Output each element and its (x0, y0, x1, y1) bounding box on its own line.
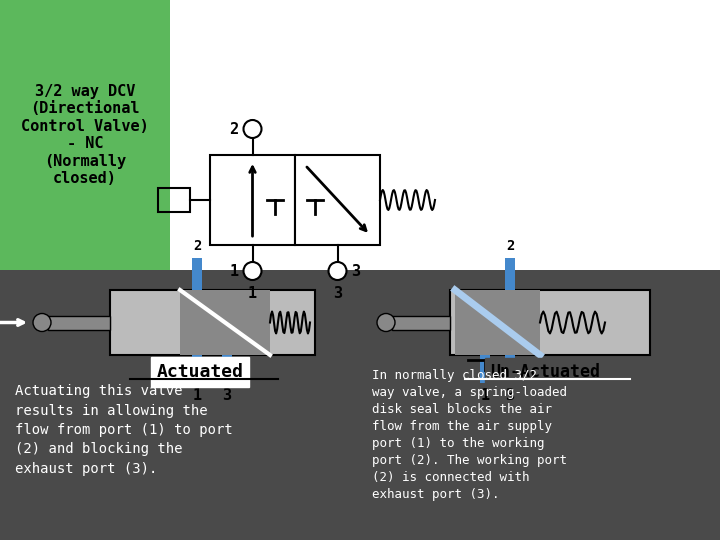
Bar (210, 155, 295, 245)
Bar (455, 290, 540, 355)
Bar (450, 290, 650, 355)
Text: 3: 3 (351, 264, 361, 279)
Bar (0, 270, 720, 540)
Bar (480, 355, 490, 383)
Bar (0, 0, 170, 270)
Bar (192, 355, 202, 383)
Text: 3: 3 (505, 388, 515, 402)
Text: 2: 2 (506, 239, 514, 253)
Text: 2: 2 (230, 122, 238, 137)
Text: Actuated: Actuated (156, 363, 243, 381)
Text: 3: 3 (333, 286, 342, 300)
Text: 1: 1 (230, 264, 238, 279)
Bar (192, 258, 202, 290)
Circle shape (243, 262, 261, 280)
Bar (0, 0, 720, 270)
Bar (158, 188, 190, 212)
Text: 1: 1 (248, 286, 257, 300)
Bar (48, 315, 110, 329)
Bar (110, 290, 315, 355)
Text: 3: 3 (222, 388, 232, 402)
Circle shape (377, 314, 395, 332)
Text: 1: 1 (192, 388, 202, 402)
Text: Un-Actuated: Un-Actuated (490, 363, 600, 381)
Bar (392, 315, 450, 329)
Text: In normally closed 3/2
way valve, a spring-loaded
disk seal blocks the air
flow : In normally closed 3/2 way valve, a spri… (372, 369, 567, 501)
Bar (505, 258, 515, 290)
Bar (505, 355, 515, 383)
Text: 1: 1 (480, 388, 490, 402)
Circle shape (328, 262, 346, 280)
Circle shape (33, 314, 51, 332)
Text: 3/2 way DCV
(Directional
Control Valve)
- NC
(Normally
closed): 3/2 way DCV (Directional Control Valve) … (21, 84, 149, 186)
Bar (295, 155, 380, 245)
Text: Actuating this valve
results in allowing the
flow from port (1) to port
(2) and : Actuating this valve results in allowing… (15, 384, 233, 476)
Bar (222, 355, 232, 383)
Bar (180, 290, 270, 355)
Circle shape (243, 120, 261, 138)
Text: 2: 2 (193, 239, 201, 253)
